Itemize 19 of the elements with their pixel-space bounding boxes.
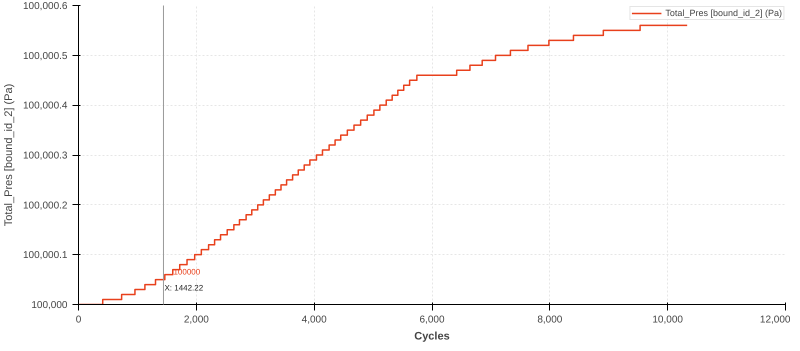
x-tick-label: 0 — [76, 314, 82, 326]
y-tick-label: 100,000.1 — [23, 250, 68, 262]
x-tick-label: 8,000 — [537, 314, 563, 326]
y-tick-label: 100,000.5 — [23, 50, 68, 62]
y-tick-label: 100,000 — [31, 300, 68, 311]
y-tick-label: 100,000.4 — [23, 100, 68, 112]
ref-line-label: X: 1442.22 — [164, 284, 204, 292]
legend-label: Total_Pres [bound_id_2] (Pa) — [665, 8, 782, 18]
x-axis-title: Cycles — [414, 330, 450, 342]
y-tick-label: 100,000.3 — [23, 150, 68, 162]
x-tick-label: 6,000 — [419, 314, 445, 326]
annotation: 100000 — [173, 268, 201, 276]
x-tick-label: 4,000 — [302, 314, 328, 326]
y-tick-label: 100,000.6 — [23, 1, 68, 12]
x-tick-label: 10,000 — [652, 314, 684, 326]
x-tick-label: 12,000 — [760, 314, 791, 326]
y-axis-title: Total_Pres [bound_id_2] (Pa) — [3, 84, 16, 226]
y-tick-label: 100,000.2 — [23, 200, 68, 212]
x-tick-label: 2,000 — [184, 314, 210, 326]
